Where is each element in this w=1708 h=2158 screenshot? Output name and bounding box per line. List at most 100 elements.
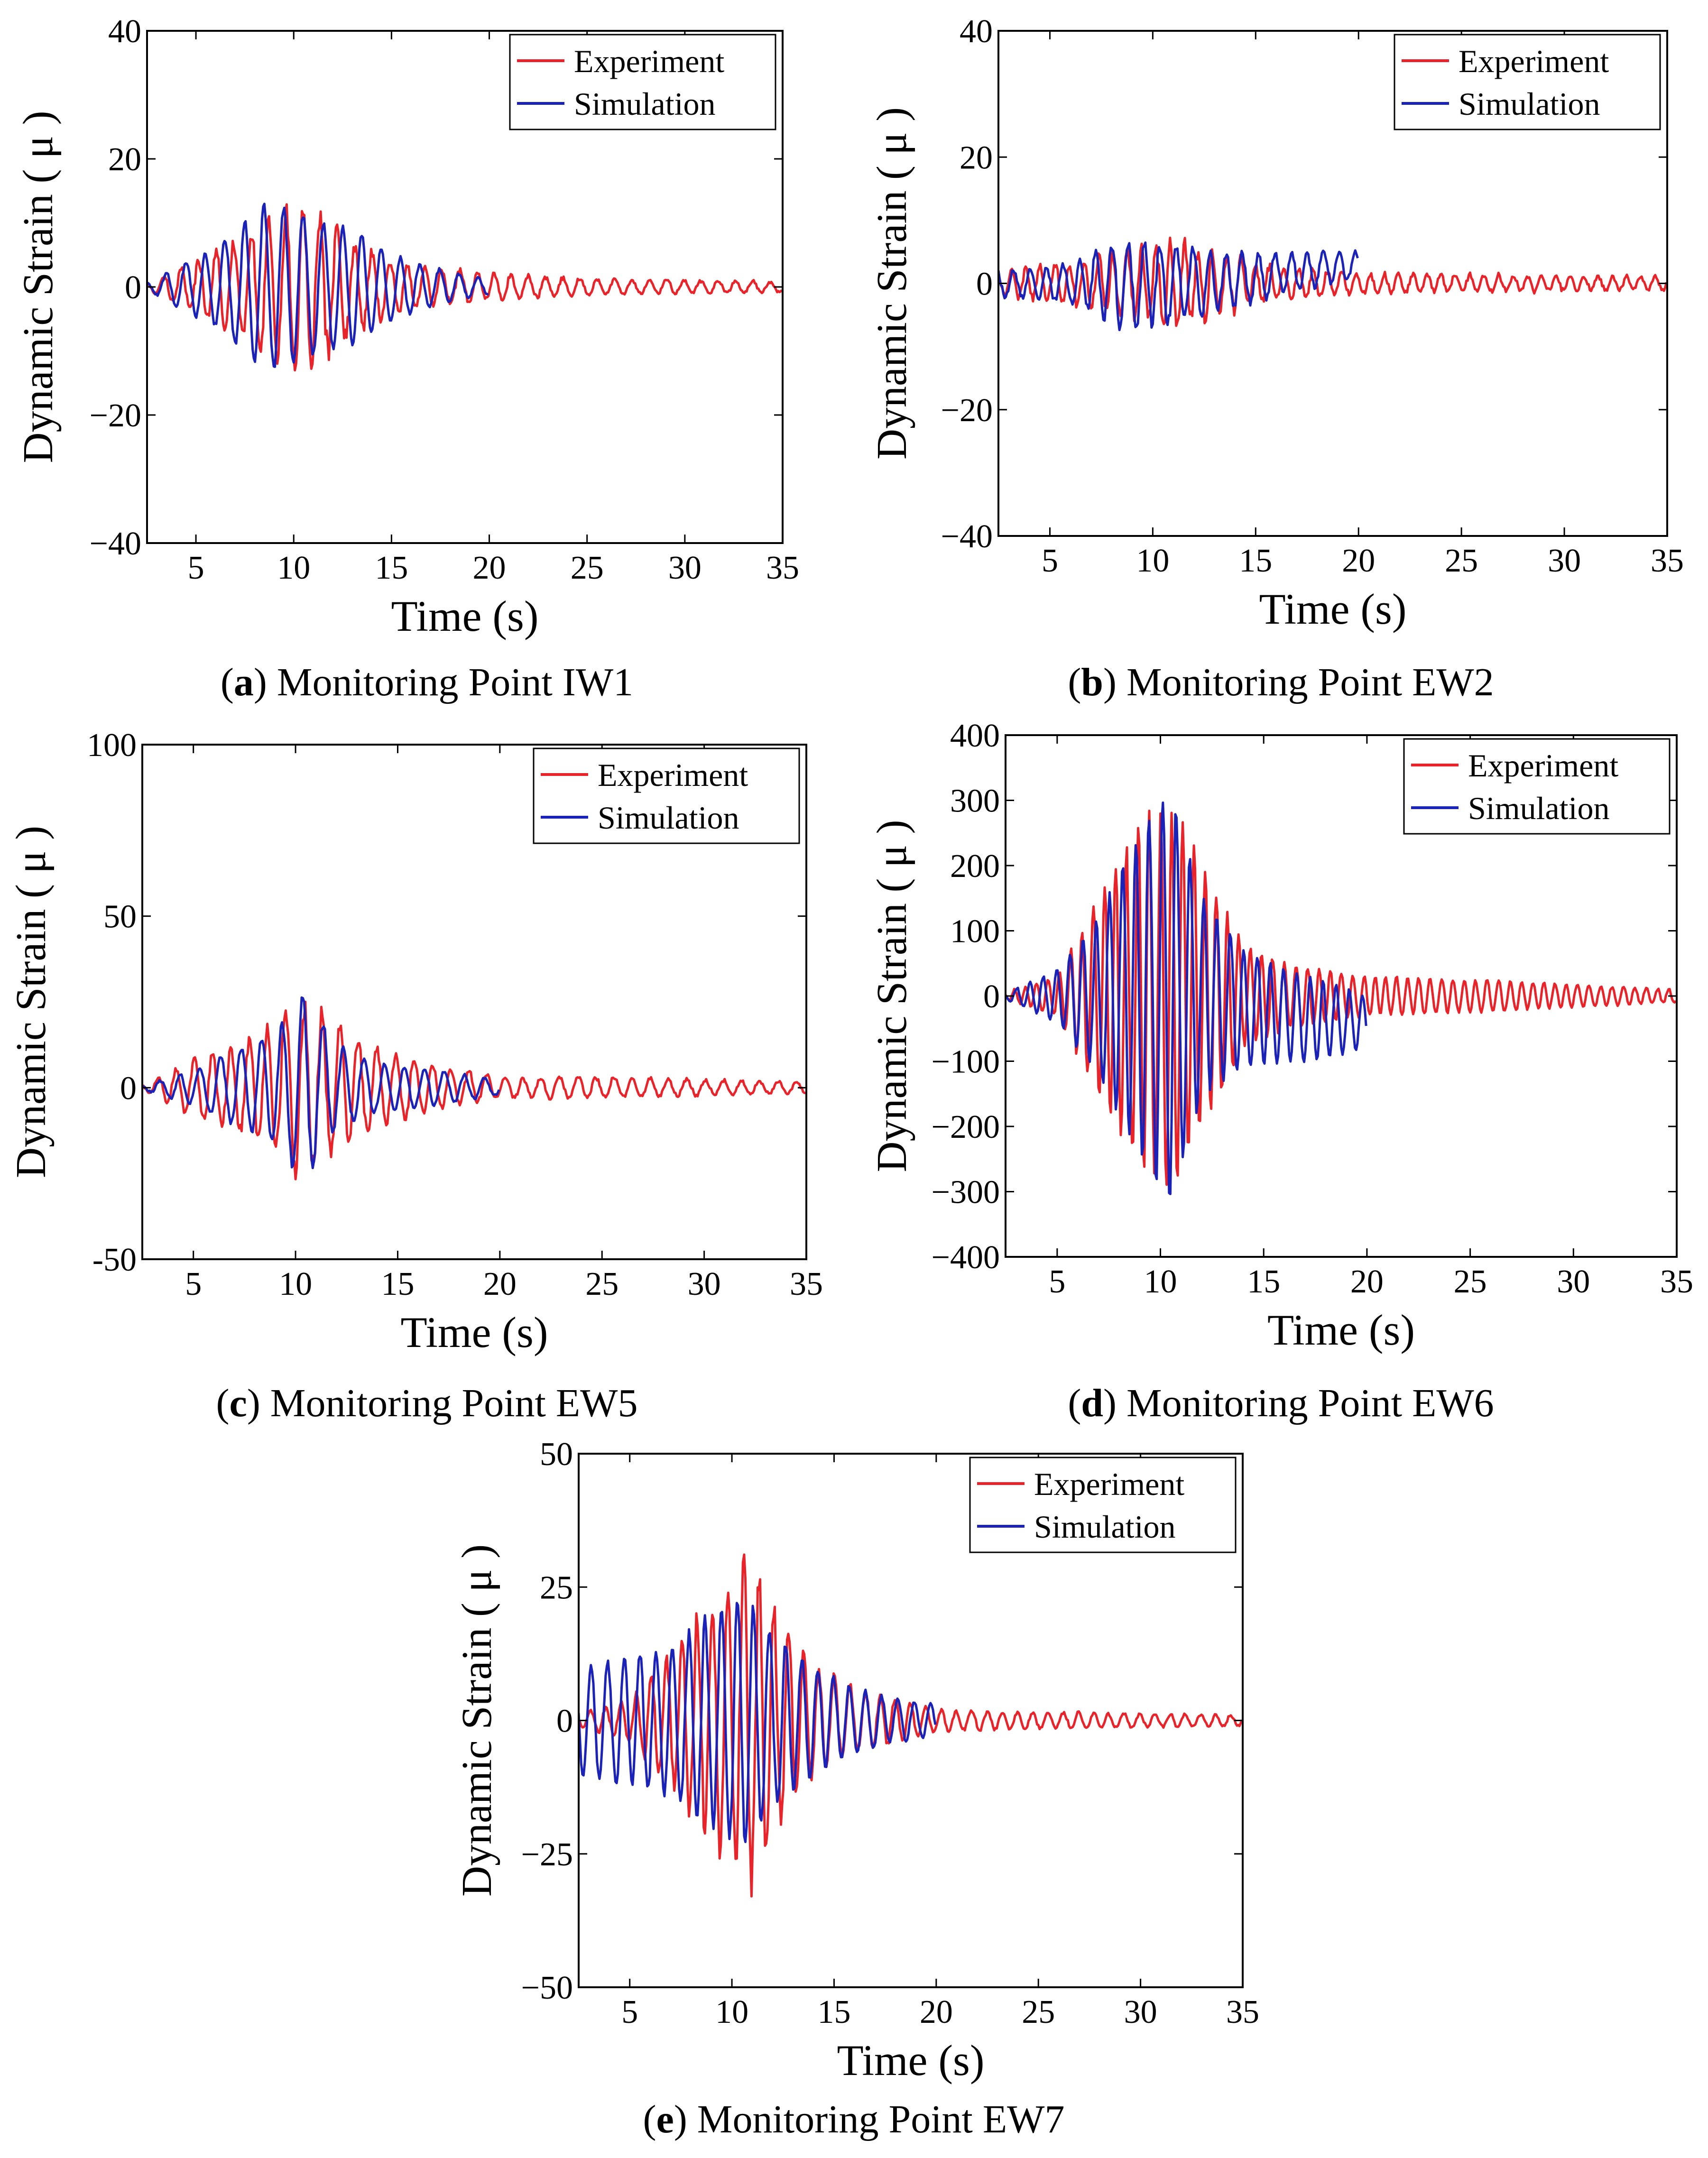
y-tick-label-d: 300 (950, 783, 1000, 820)
y-axis-label-d: Dynamic Strain ( μ ) (868, 820, 915, 1172)
y-tick-label-e: −50 (521, 1970, 573, 2006)
y-tick-label-d: −100 (932, 1044, 1000, 1080)
x-tick-label-e: 25 (1022, 1994, 1055, 2030)
x-axis-label-b: Time (s) (1259, 585, 1407, 633)
chart-c: 5 10 15 20 25 30 35 -50 0 50 100 Time (s) Dynamic St… (8, 727, 823, 1356)
y-tick-label-b: −40 (941, 518, 993, 555)
x-tick-label-a: 20 (473, 550, 506, 586)
x-tick-label-e: 30 (1124, 1994, 1157, 2030)
legend-box-b (1394, 34, 1661, 130)
chart-panel-c: 5 10 15 20 25 30 35 -50 0 50 100 Time (s) Dynamic St… (0, 711, 854, 1451)
y-tick-label-a: −40 (90, 526, 141, 562)
y-axis-label-c: Dynamic Strain ( μ ) (8, 826, 55, 1178)
y-tick-label-a: 40 (108, 13, 141, 50)
y-tick-label-d: −300 (932, 1174, 1000, 1211)
chart-panel-a: 5 10 15 20 25 30 35 −40 −20 0 20 40 Time (s) Dynamic … (0, 0, 854, 740)
y-tick-label-a: 0 (125, 269, 141, 306)
x-tick-label-a: 35 (766, 550, 799, 586)
series-experiment-line-d (1006, 810, 1677, 1186)
y-axis-label-e: Dynamic Strain ( μ ) (453, 1544, 500, 1897)
x-tick-label-c: 10 (279, 1266, 312, 1302)
series-simulation-line-d (1006, 801, 1367, 1195)
y-tick-label-c: 100 (87, 727, 137, 764)
y-tick-label-d: 400 (950, 718, 1000, 754)
y-tick-label-d: −400 (932, 1239, 1000, 1276)
legend-label-simulation-a: Simulation (574, 86, 715, 122)
y-tick-label-d: −200 (932, 1109, 1000, 1145)
y-tick-label-d: 100 (950, 913, 1000, 950)
legend-label-simulation-e: Simulation (1034, 1509, 1175, 1545)
x-tick-label-e: 10 (715, 1994, 748, 2030)
caption-a: (a) Monitoring Point IW1 (220, 660, 634, 704)
x-axis-label-a: Time (s) (391, 592, 539, 640)
x-tick-label-b: 10 (1136, 543, 1169, 579)
legend-box-c (533, 747, 800, 844)
x-tick-label-c: 35 (790, 1266, 823, 1302)
y-tick-label-e: −25 (521, 1836, 573, 1873)
caption-e: (e) Monitoring Point EW7 (643, 2097, 1065, 2141)
chart-panel-d: 5 10 15 20 25 30 35 −400 −300 −200 −100 0 100 200 300 4… (854, 711, 1708, 1451)
series-simulation-line-b (998, 241, 1359, 332)
x-tick-label-b: 35 (1651, 543, 1684, 579)
x-tick-label-a: 15 (375, 550, 408, 586)
series-experiment-line-e (579, 1553, 1243, 1898)
x-tick-label-c: 20 (483, 1266, 517, 1302)
series-simulation-line-e (579, 1602, 937, 1843)
legend-label-experiment-a: Experiment (574, 43, 724, 79)
x-tick-label-c: 5 (185, 1266, 202, 1302)
legend-label-simulation-c: Simulation (598, 800, 739, 836)
series-experiment-line-c (142, 1000, 806, 1180)
legend-box-a (509, 34, 776, 130)
x-tick-label-d: 20 (1350, 1263, 1384, 1300)
y-tick-label-b: 20 (960, 139, 993, 176)
x-tick-label-c: 15 (381, 1266, 414, 1302)
y-axis-label-b: Dynamic Strain ( μ ) (868, 107, 915, 460)
x-tick-label-e: 20 (920, 1994, 953, 2030)
y-tick-label-d: 200 (950, 848, 1000, 885)
y-tick-label-e: 25 (540, 1569, 573, 1606)
x-tick-label-b: 15 (1239, 543, 1272, 579)
legend-label-experiment-c: Experiment (598, 757, 748, 793)
x-tick-label-d: 35 (1660, 1263, 1693, 1300)
y-tick-label-b: 0 (976, 266, 993, 303)
y-tick-label-a: 20 (108, 141, 141, 178)
plot-frame-c (141, 744, 807, 1260)
chart-a: 5 10 15 20 25 30 35 −40 −20 0 20 40 Time (s) Dynamic … (15, 13, 799, 640)
x-tick-label-b: 20 (1342, 543, 1375, 579)
y-tick-label-d: 0 (983, 978, 1000, 1015)
legend-label-experiment-d: Experiment (1468, 747, 1618, 784)
x-axis-label-d: Time (s) (1267, 1306, 1415, 1354)
y-tick-label-b: 40 (960, 13, 993, 50)
x-tick-label-d: 25 (1454, 1263, 1487, 1300)
chart-panel-b: 5 10 15 20 25 30 35 −40 −20 0 20 40 Time (s) Dynamic … (854, 0, 1708, 740)
y-tick-label-e: 0 (556, 1703, 573, 1740)
legend-label-simulation-b: Simulation (1459, 86, 1600, 122)
chart-e: 5 10 15 20 25 30 35 −50 −25 0 25 50 Time (s) Dynamic … (453, 1436, 1259, 2084)
x-axis-label-e: Time (s) (837, 2036, 985, 2084)
y-axis-label-a: Dynamic Strain ( μ ) (15, 111, 62, 463)
y-tick-label-c: 0 (120, 1070, 137, 1107)
x-tick-label-a: 5 (188, 550, 204, 586)
caption-b: (b) Monitoring Point EW2 (1068, 660, 1494, 704)
x-tick-label-a: 30 (668, 550, 702, 586)
legend-label-experiment-e: Experiment (1034, 1466, 1184, 1502)
x-tick-label-b: 5 (1042, 543, 1058, 579)
y-tick-label-c: -50 (92, 1242, 137, 1278)
series-experiment-line-b (998, 236, 1667, 327)
x-tick-label-a: 10 (277, 550, 310, 586)
series-simulation-line-a (147, 203, 489, 368)
caption-c: (c) Monitoring Point EW5 (216, 1381, 638, 1425)
x-tick-label-b: 30 (1548, 543, 1581, 579)
y-tick-label-c: 50 (103, 899, 137, 935)
chart-panel-e: 5 10 15 20 25 30 35 −50 −25 0 25 50 Time (s) Dynamic … (427, 1432, 1281, 2158)
x-tick-label-b: 25 (1445, 543, 1478, 579)
legend-box-d (1403, 738, 1671, 835)
x-tick-label-c: 25 (585, 1266, 619, 1302)
x-axis-label-c: Time (s) (401, 1308, 548, 1356)
y-tick-label-e: 50 (540, 1436, 573, 1473)
x-tick-label-d: 10 (1144, 1263, 1177, 1300)
x-tick-label-a: 25 (571, 550, 604, 586)
caption-d: (d) Monitoring Point EW6 (1068, 1381, 1494, 1425)
x-tick-label-d: 15 (1247, 1263, 1280, 1300)
x-tick-label-e: 15 (817, 1994, 850, 2030)
